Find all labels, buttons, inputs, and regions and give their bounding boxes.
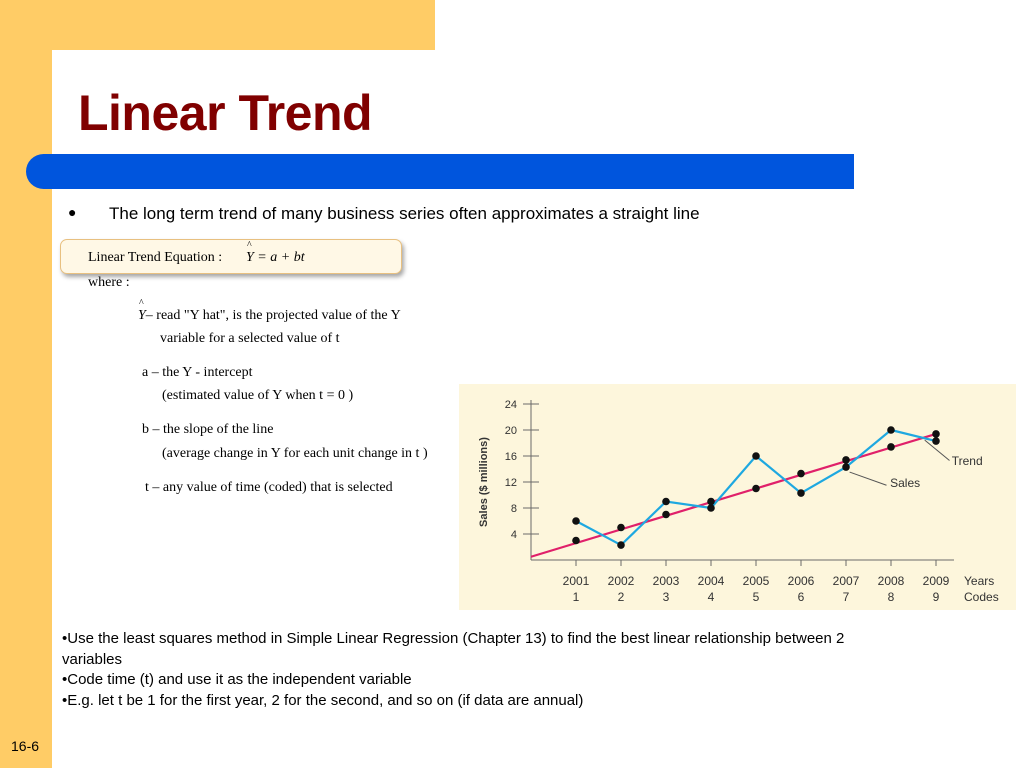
x-tick-label-code: 4 xyxy=(708,590,715,604)
sales-trend-chart: 4 8 12 16 20 24 Sales ($ millions) 2001 1 2002 2 20… xyxy=(459,384,1016,610)
definition-yhat-symbol: Y xyxy=(138,298,146,324)
note-example: •E.g. let t be 1 for the first year, 2 f… xyxy=(62,691,584,709)
sales-point xyxy=(842,463,850,471)
slide-title: Linear Trend xyxy=(78,85,373,141)
x-tick-label-year: 2003 xyxy=(653,574,680,588)
definition-yhat-line2: variable for a selected value of t xyxy=(160,331,340,346)
sales-point xyxy=(617,541,625,549)
slide-frame-top xyxy=(0,0,435,50)
x-tick-label-year: 2001 xyxy=(563,574,590,588)
equation-rhs: = a + bt xyxy=(257,250,305,265)
y-tick-label: 20 xyxy=(505,425,517,437)
y-tick-label: 4 xyxy=(511,529,517,541)
y-tick-label: 12 xyxy=(505,477,517,489)
y-tick-label: 24 xyxy=(505,399,517,411)
x-tick-label-code: 6 xyxy=(798,590,805,604)
x-tick-label-code: 2 xyxy=(618,590,625,604)
trend-point xyxy=(572,536,580,545)
equation-box: Linear Trend Equation : Y = a + bt xyxy=(60,239,402,274)
sales-point xyxy=(887,426,895,434)
x-tick-label-code: 9 xyxy=(933,590,940,604)
where-label: where : xyxy=(88,275,130,290)
definition-b-line1: b – the slope of the line xyxy=(142,422,274,437)
trend-annotation: Trend xyxy=(952,454,983,468)
trend-point xyxy=(617,523,625,532)
y-axis-title: Sales ($ millions) xyxy=(478,437,490,527)
equation-formula: Y = a + bt xyxy=(246,240,305,266)
definition-yhat-text: – read "Y hat", is the projected value o… xyxy=(145,308,401,323)
trend-point xyxy=(842,456,850,464)
sales-annotation: Sales xyxy=(890,476,920,490)
sales-point xyxy=(932,437,940,445)
trend-point xyxy=(662,510,670,519)
definition-b-line2: (average change in Y for each unit chang… xyxy=(162,446,428,461)
x-tick-label-year: 2004 xyxy=(698,574,725,588)
sales-point xyxy=(572,517,580,525)
equation-label: Linear Trend Equation : xyxy=(88,250,223,265)
x-tick-label-code: 7 xyxy=(843,590,850,604)
x-tick-label-code: 3 xyxy=(663,590,670,604)
note-code-time: •Code time (t) and use it as the indepen… xyxy=(62,671,412,688)
x-tick-label-year: 2005 xyxy=(743,574,770,588)
slide-frame-left xyxy=(0,0,52,768)
bullet-dot: ● xyxy=(68,204,77,220)
sales-point xyxy=(752,452,760,460)
definition-yhat-line1: Y– read "Y hat", is the projected value … xyxy=(138,298,401,324)
sales-point xyxy=(707,504,715,512)
x-tick-label-year: 2007 xyxy=(833,574,860,588)
trend-point xyxy=(752,484,760,493)
x-axis-title-years: Years xyxy=(964,574,994,588)
note-least-squares: •Use the least squares method in Simple … xyxy=(62,630,845,668)
bullet-text: The long term trend of many business ser… xyxy=(109,204,700,223)
x-tick-label-code: 1 xyxy=(573,590,580,604)
slide-number: 16-6 xyxy=(11,738,40,754)
x-tick-label-year: 2009 xyxy=(923,574,950,588)
trend-line xyxy=(530,432,937,558)
equation-yhat: Y xyxy=(246,240,254,266)
x-axis-title-codes: Codes xyxy=(964,590,999,604)
sales-point xyxy=(797,489,805,497)
x-tick-label-year: 2006 xyxy=(788,574,815,588)
x-tick-label-year: 2002 xyxy=(608,574,635,588)
y-tick-label: 16 xyxy=(505,451,517,463)
notes-list: •Use the least squares method in Simple … xyxy=(62,629,902,711)
trend-point xyxy=(797,469,805,478)
chart-svg: 4 8 12 16 20 24 Sales ($ millions) 2001 1 2002 2 20… xyxy=(478,399,999,604)
definition-a-line2: (estimated value of Y when t = 0 ) xyxy=(162,388,354,403)
trend-point xyxy=(887,443,895,451)
sales-point xyxy=(662,497,670,506)
sales-annotation-leader xyxy=(849,471,887,486)
x-tick-label-code: 8 xyxy=(888,590,895,604)
trend-point xyxy=(707,497,715,506)
definition-a-line1: a – the Y - intercept xyxy=(142,365,253,380)
y-tick-label: 8 xyxy=(511,503,517,515)
trend-annotation-leader xyxy=(924,439,950,461)
trend-point xyxy=(932,430,940,438)
x-tick-label-year: 2008 xyxy=(878,574,905,588)
x-tick-label-code: 5 xyxy=(753,590,760,604)
title-underline-bar xyxy=(26,154,854,189)
definition-t-line1: t – any value of time (coded) that is se… xyxy=(145,480,393,495)
